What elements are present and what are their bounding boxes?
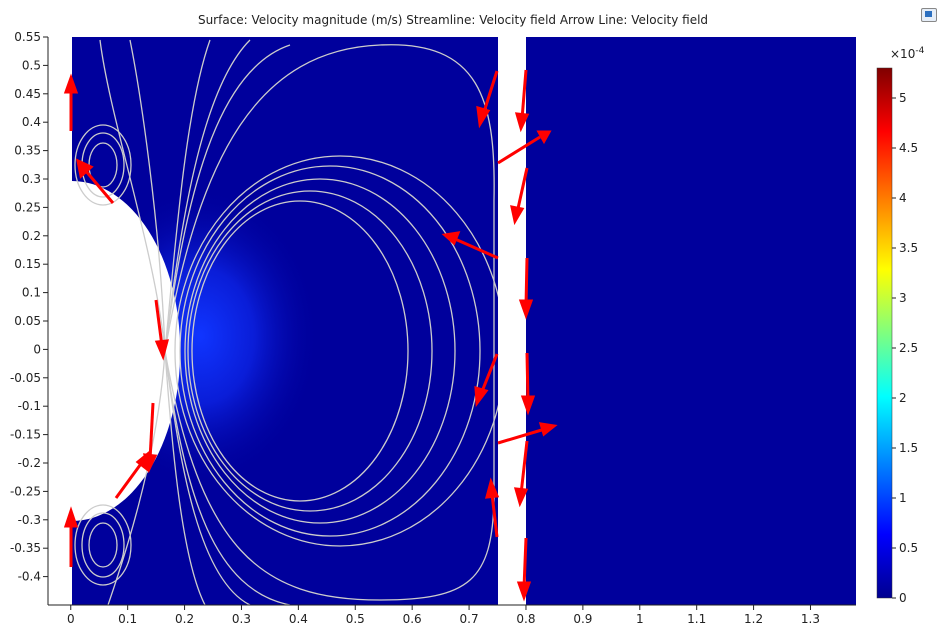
streamline-loop-2 — [179, 165, 481, 537]
y-tick-label: 0.25 — [14, 200, 41, 214]
streamlines — [74, 39, 498, 605]
arrow — [497, 422, 558, 445]
y-tick-label: -0.05 — [10, 371, 41, 385]
arrow — [484, 477, 500, 538]
streamline-outer-9 — [129, 39, 166, 352]
streamline-outer-6 — [164, 350, 251, 605]
left-margin — [48, 37, 72, 605]
streamline-outer-3 — [164, 39, 251, 352]
streamline-loop-5 — [191, 200, 409, 502]
streamline-outer-4 — [164, 39, 211, 352]
streamline-outer-8 — [99, 39, 166, 352]
arrow — [518, 257, 534, 320]
colorbar-tick-label: 2.5 — [899, 341, 918, 355]
y-tick-label: 0.4 — [22, 115, 41, 129]
y-tick-label: -0.2 — [18, 456, 41, 470]
graphics-toolbar-icon[interactable] — [921, 8, 937, 22]
y-tick-label: 0.5 — [22, 58, 41, 72]
colorbar-tick-label: 1.5 — [899, 441, 918, 455]
x-tick-label: 0.5 — [346, 612, 365, 626]
y-tick-label: -0.1 — [18, 399, 41, 413]
y-tick-label: -0.25 — [10, 484, 41, 498]
x-tick-label: 1.3 — [801, 612, 820, 626]
streamline-outer-7 — [164, 350, 206, 605]
colorbar-tick-label: 0.5 — [899, 541, 918, 555]
arrow — [75, 158, 115, 204]
y-tick-label: 0.3 — [22, 172, 41, 186]
streamline-loop-3 — [184, 178, 456, 524]
sphere-cutout — [72, 181, 181, 521]
streamline-outer-10 — [107, 350, 166, 605]
colorbar-exponent: ×10-4 — [890, 46, 925, 61]
y-tick-label: 0.1 — [22, 286, 41, 300]
y-tick-label: -0.15 — [10, 428, 41, 442]
colorbar-tick-label: 3 — [899, 291, 907, 305]
streamline-outer-1 — [164, 44, 495, 601]
arrow — [520, 352, 536, 416]
x-tick-label: 0.2 — [175, 612, 194, 626]
plot-title: Surface: Velocity magnitude (m/s) Stream… — [197, 13, 709, 27]
x-tick-label: 1.2 — [744, 612, 763, 626]
x-tick-label: 0.4 — [289, 612, 308, 626]
arrow — [497, 130, 552, 165]
colorbar — [876, 67, 893, 599]
streamline-vortex-bottom-3 — [88, 522, 118, 568]
streamline-vortex-bottom-2 — [81, 512, 125, 578]
x-tick-label: 0.9 — [573, 612, 592, 626]
x-tick-label: 0.8 — [516, 612, 535, 626]
arrow — [114, 449, 151, 499]
y-tick-label: -0.4 — [18, 570, 41, 584]
x-tick-label: 0.7 — [460, 612, 479, 626]
streamline-vortex-top-1 — [74, 124, 132, 206]
arrow — [63, 73, 79, 131]
x-tick-label: 0 — [67, 612, 75, 626]
x-tick-label: 0.3 — [232, 612, 251, 626]
y-tick-label: 0.55 — [14, 30, 41, 44]
colorbar-tick-label: 5 — [899, 91, 907, 105]
arrow — [474, 353, 499, 408]
streamline-vortex-bottom-1 — [74, 504, 132, 586]
colorbar-tick-label: 4.5 — [899, 141, 918, 155]
velocity-arrows — [63, 69, 558, 602]
streamline-outer-2 — [164, 44, 291, 352]
y-tick-label: -0.35 — [10, 541, 41, 555]
y-tick-label: 0.2 — [22, 229, 41, 243]
y-tick-label: -0.3 — [18, 513, 41, 527]
x-tick-label: 1.1 — [687, 612, 706, 626]
velocity-field-right — [526, 37, 856, 605]
y-tick-label: 0.45 — [14, 87, 41, 101]
x-tick-label: 0.6 — [403, 612, 422, 626]
y-tick-label: 0 — [33, 342, 41, 356]
colorbar-tick-label: 0 — [899, 591, 907, 605]
domain-gap — [498, 37, 526, 605]
arrow — [514, 69, 530, 133]
arrow — [516, 537, 532, 602]
arrow — [441, 231, 499, 260]
x-tick-label: 0.1 — [118, 612, 137, 626]
colorbar-tick-label: 1 — [899, 491, 907, 505]
y-tick-label: 0.05 — [14, 314, 41, 328]
streamline-outer-5 — [164, 350, 291, 605]
streamline-loop-4 — [187, 190, 433, 512]
arrow — [63, 506, 79, 567]
arrow — [154, 299, 170, 361]
y-tick-label: 0.15 — [14, 257, 41, 271]
streamline-loop-1 — [174, 155, 498, 547]
arrow — [476, 70, 499, 129]
x-tick-label: 1 — [636, 612, 644, 626]
arrow — [513, 440, 529, 508]
y-tick-label: 0.35 — [14, 144, 41, 158]
arrow — [510, 167, 529, 226]
colorbar-tick-label: 2 — [899, 391, 907, 405]
colorbar-tick-label: 3.5 — [899, 241, 918, 255]
colorbar-tick-label: 4 — [899, 191, 907, 205]
